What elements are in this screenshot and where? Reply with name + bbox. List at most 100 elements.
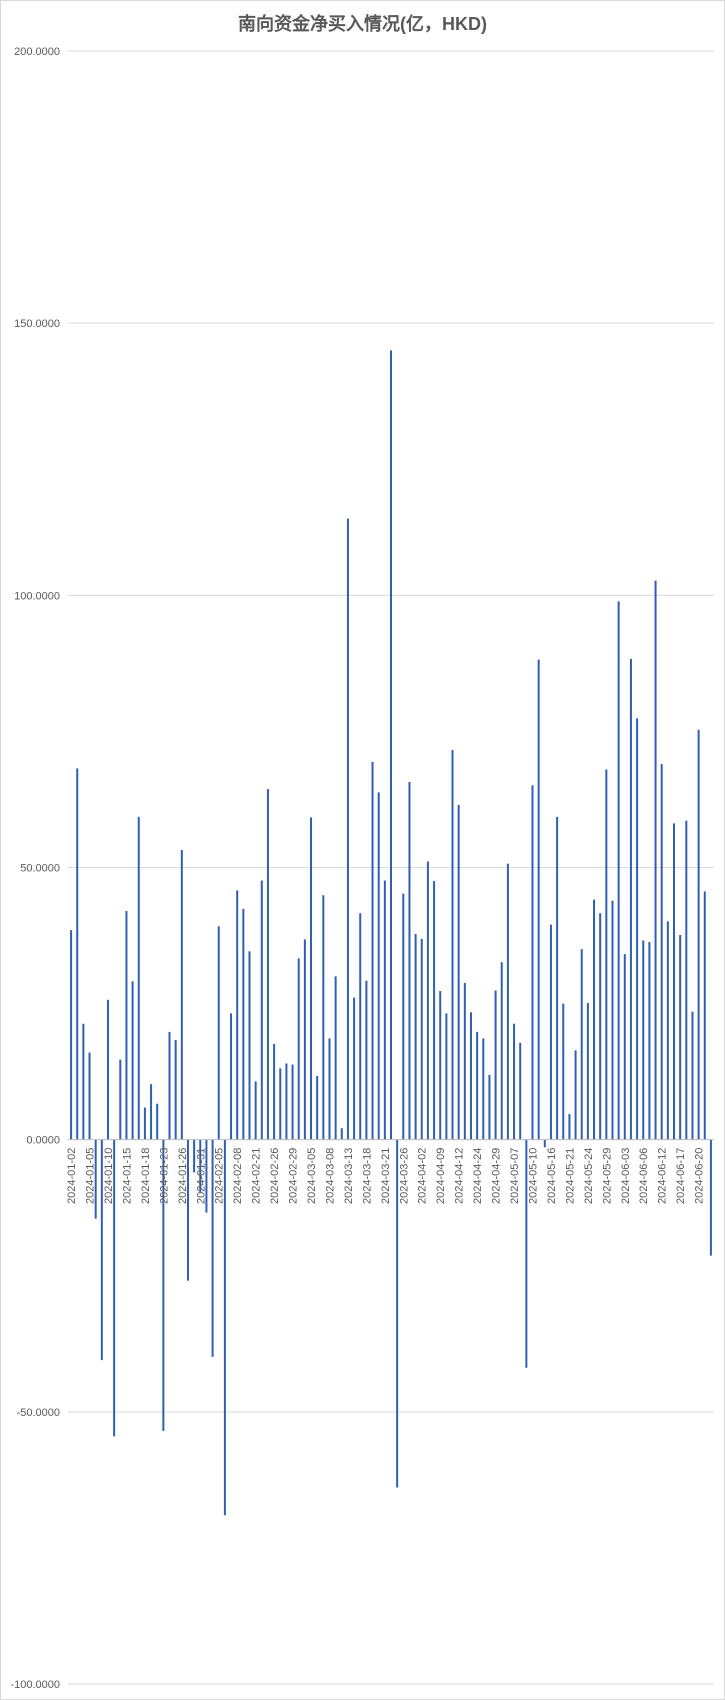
bar (131, 981, 134, 1140)
bar (322, 895, 325, 1140)
bar (377, 792, 380, 1140)
x-tick-label: 2024-06-03 (620, 1148, 632, 1204)
x-tick-label: 2024-05-21 (564, 1148, 576, 1204)
y-tick-label: -50.0000 (17, 1407, 60, 1419)
x-tick-label: 2024-05-29 (601, 1148, 613, 1204)
y-tick-label: 200.0000 (14, 46, 60, 58)
bar (346, 518, 349, 1140)
bar (666, 921, 669, 1140)
bar (76, 768, 79, 1140)
bar (297, 958, 300, 1140)
bar (174, 1040, 177, 1140)
x-tick-label: 2024-03-26 (398, 1148, 410, 1204)
x-tick-label: 2024-01-05 (85, 1148, 97, 1204)
bar (365, 980, 368, 1140)
bar (371, 761, 374, 1140)
bar (679, 935, 682, 1140)
bar (531, 785, 534, 1140)
bar (414, 933, 417, 1140)
bar (248, 951, 251, 1140)
x-tick-label: 2024-04-29 (491, 1148, 503, 1204)
bar (310, 817, 313, 1140)
bar (463, 982, 466, 1140)
bar (168, 1031, 171, 1140)
bar (291, 1064, 294, 1140)
bar (469, 1012, 472, 1140)
x-tick-label: 2024-05-24 (583, 1148, 595, 1204)
y-tick-label: -100.0000 (10, 1679, 60, 1691)
y-tick-label: 0.0000 (26, 1135, 60, 1147)
bar (396, 1139, 399, 1488)
bar (260, 880, 263, 1140)
bar (697, 729, 700, 1140)
bar (451, 749, 454, 1140)
x-tick-label: 2024-01-18 (140, 1148, 152, 1204)
bar (353, 997, 356, 1140)
bar (457, 804, 460, 1140)
bar (402, 893, 405, 1140)
bar (709, 1139, 712, 1256)
x-tick-label: 2024-03-21 (380, 1148, 392, 1204)
x-tick-label: 2024-05-16 (546, 1148, 558, 1204)
x-tick-label: 2024-04-09 (435, 1148, 447, 1204)
bar (636, 718, 639, 1140)
bar (125, 911, 128, 1140)
x-tick-label: 2024-03-05 (306, 1148, 318, 1204)
bar (94, 1139, 97, 1219)
bar (113, 1139, 116, 1437)
bar (143, 1107, 146, 1140)
bar (242, 908, 245, 1140)
x-axis-ticks: 2024-01-02 2024-01-05 2024-01-10 2024-01-15… (66, 1148, 706, 1204)
bar (654, 580, 657, 1140)
bar (266, 789, 269, 1140)
bar (513, 1023, 516, 1140)
bar (629, 659, 632, 1140)
bar (482, 1038, 485, 1140)
bar (543, 1139, 546, 1148)
bar (519, 1042, 522, 1140)
y-axis-ticks: -100.0000 -50.0000 0.0000 50.0000 100.0000 15… (10, 46, 60, 1691)
bar (211, 1139, 214, 1357)
bar (328, 1038, 331, 1140)
bar (217, 926, 220, 1140)
bar (359, 913, 362, 1140)
bar (562, 1003, 565, 1140)
x-tick-label: 2024-05-07 (509, 1148, 521, 1204)
bar (580, 949, 583, 1140)
bar (445, 1013, 448, 1140)
bar (537, 659, 540, 1140)
x-tick-label: 2024-05-10 (527, 1148, 539, 1204)
bar (617, 601, 620, 1140)
bar (273, 1043, 276, 1140)
x-tick-label: 2024-04-02 (417, 1148, 429, 1204)
bar (611, 900, 614, 1140)
bar (605, 769, 608, 1140)
bar (648, 942, 651, 1140)
bar (568, 1114, 571, 1140)
bar (70, 930, 73, 1140)
bar (703, 891, 706, 1140)
bar (193, 1139, 196, 1173)
bar (439, 991, 442, 1140)
bar (593, 899, 596, 1140)
bar (106, 999, 109, 1140)
bar (162, 1139, 165, 1431)
x-tick-label: 2024-06-12 (657, 1148, 669, 1204)
x-tick-label: 2024-03-08 (324, 1148, 336, 1204)
x-tick-label: 2024-02-26 (269, 1148, 281, 1204)
bar (623, 954, 626, 1140)
bar (574, 1050, 577, 1140)
bar (303, 939, 306, 1140)
chart-title: 南向资金净买入情况(亿，HKD) (238, 14, 487, 34)
bar (137, 816, 140, 1140)
bar (525, 1139, 528, 1368)
bar (433, 881, 436, 1140)
bar (254, 1081, 257, 1140)
bar (556, 816, 559, 1140)
x-tick-label: 2024-01-23 (158, 1148, 170, 1204)
bar (236, 890, 239, 1140)
x-tick-label: 2024-03-13 (343, 1148, 355, 1204)
bar (685, 820, 688, 1140)
x-tick-label: 2024-01-15 (121, 1148, 133, 1204)
